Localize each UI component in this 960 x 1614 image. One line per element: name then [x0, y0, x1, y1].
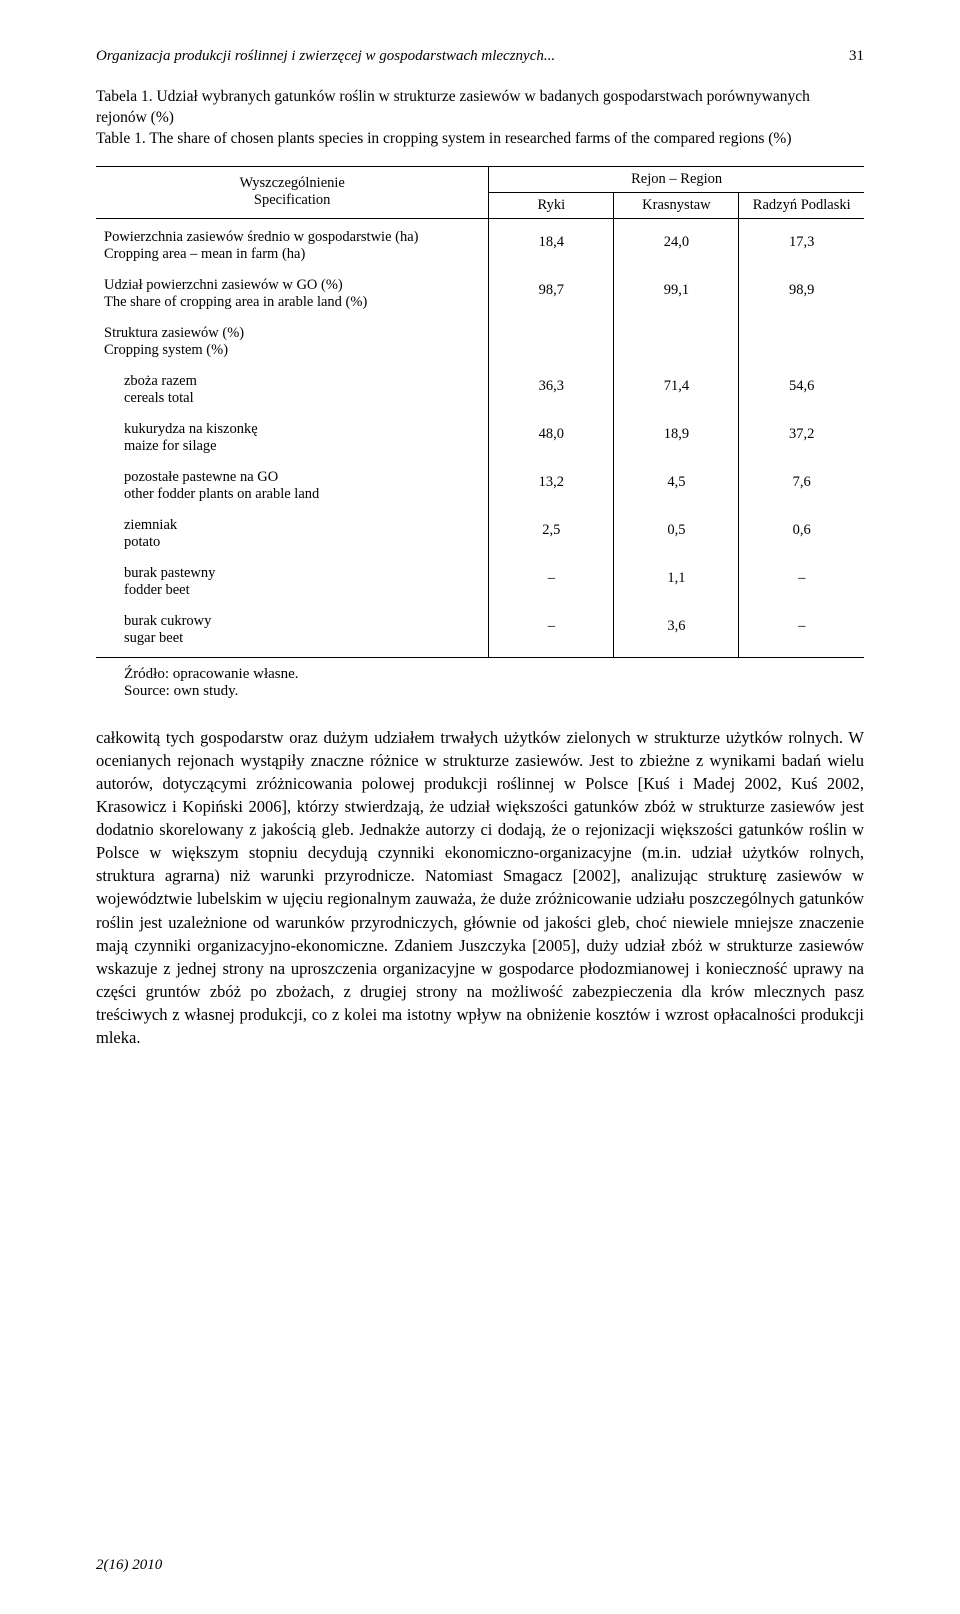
row-label: ziemniakpotato — [96, 507, 489, 555]
row-label-pl: Udział powierzchni zasiewów w GO (%) — [104, 277, 343, 293]
row-value: 54,6 — [739, 363, 864, 411]
region-header-2: Radzyń Podlaski — [739, 192, 864, 218]
caption-pl-label: Tabela 1. — [96, 88, 153, 105]
body-paragraph: całkowitą tych gospodarstw oraz dużym ud… — [96, 726, 864, 1049]
table-row: Struktura zasiewów (%)Cropping system (%… — [96, 315, 864, 363]
table-source: Źródło: opracowanie własne. Source: own … — [96, 666, 864, 700]
table-row: pozostałe pastewne na GOother fodder pla… — [96, 459, 864, 507]
caption-pl: Tabela 1. Udział wybranych gatunków rośl… — [96, 87, 864, 129]
row-value: 3,6 — [614, 603, 739, 658]
row-label-en: Cropping area – mean in farm (ha) — [104, 246, 305, 262]
caption-en: Table 1. The share of chosen plants spec… — [96, 129, 864, 150]
caption-pl-text: Udział wybranych gatunków roślin w struk… — [96, 88, 810, 126]
spec-header-pl: Wyszczególnienie — [239, 175, 344, 191]
row-value — [739, 315, 864, 363]
row-label-pl: pozostałe pastewne na GO — [124, 469, 278, 485]
row-value: 98,9 — [739, 267, 864, 315]
row-label-pl: burak cukrowy — [124, 613, 211, 629]
row-label: pozostałe pastewne na GOother fodder pla… — [96, 459, 489, 507]
row-value: 37,2 — [739, 411, 864, 459]
row-value — [489, 315, 614, 363]
spec-header-en: Specification — [254, 192, 331, 208]
row-label: zboża razemcereals total — [96, 363, 489, 411]
running-head-title: Organizacja produkcji roślinnej i zwierz… — [96, 48, 555, 65]
row-label: burak cukrowysugar beet — [96, 603, 489, 658]
row-label-en: other fodder plants on arable land — [124, 486, 319, 502]
row-label-en: cereals total — [124, 390, 194, 406]
row-label-en: maize for silage — [124, 438, 217, 454]
row-value: 0,5 — [614, 507, 739, 555]
row-value: 18,4 — [489, 218, 614, 267]
table-body: Powierzchnia zasiewów średnio w gospodar… — [96, 218, 864, 657]
row-value: 71,4 — [614, 363, 739, 411]
region-header-0: Ryki — [489, 192, 614, 218]
region-group-header: Rejon – Region — [489, 166, 864, 192]
table-row: Udział powierzchni zasiewów w GO (%)The … — [96, 267, 864, 315]
row-label-en: potato — [124, 534, 160, 550]
row-label: Udział powierzchni zasiewów w GO (%)The … — [96, 267, 489, 315]
table-caption: Tabela 1. Udział wybranych gatunków rośl… — [96, 87, 864, 150]
table-source-en: Source: own study. — [124, 683, 238, 699]
row-value: 4,5 — [614, 459, 739, 507]
row-value: 99,1 — [614, 267, 739, 315]
row-value: 18,9 — [614, 411, 739, 459]
row-value — [614, 315, 739, 363]
row-value: 36,3 — [489, 363, 614, 411]
table-row: burak cukrowysugar beet–3,6– — [96, 603, 864, 658]
row-value: 0,6 — [739, 507, 864, 555]
row-value: – — [739, 603, 864, 658]
table-row: ziemniakpotato2,50,50,6 — [96, 507, 864, 555]
row-label-pl: zboża razem — [124, 373, 197, 389]
page-footer: 2(16) 2010 — [96, 1557, 162, 1574]
row-value: – — [489, 555, 614, 603]
row-value: 24,0 — [614, 218, 739, 267]
table-row: kukurydza na kiszonkęmaize for silage48,… — [96, 411, 864, 459]
row-label-pl: Struktura zasiewów (%) — [104, 325, 244, 341]
row-value: 98,7 — [489, 267, 614, 315]
table-row: burak pastewnyfodder beet–1,1– — [96, 555, 864, 603]
table-head: Wyszczególnienie Specification Rejon – R… — [96, 166, 864, 218]
col-spec-header: Wyszczególnienie Specification — [96, 166, 489, 218]
row-label: kukurydza na kiszonkęmaize for silage — [96, 411, 489, 459]
row-label: Struktura zasiewów (%)Cropping system (%… — [96, 315, 489, 363]
row-label-pl: ziemniak — [124, 517, 177, 533]
row-label-pl: Powierzchnia zasiewów średnio w gospodar… — [104, 229, 418, 245]
row-value: 7,6 — [739, 459, 864, 507]
row-label: Powierzchnia zasiewów średnio w gospodar… — [96, 218, 489, 267]
row-label-pl: burak pastewny — [124, 565, 215, 581]
row-label: burak pastewnyfodder beet — [96, 555, 489, 603]
row-label-en: The share of cropping area in arable lan… — [104, 294, 367, 310]
row-value: 1,1 — [614, 555, 739, 603]
table-row: zboża razemcereals total36,371,454,6 — [96, 363, 864, 411]
region-header-1: Krasnystaw — [614, 192, 739, 218]
row-label-en: fodder beet — [124, 582, 190, 598]
running-head: Organizacja produkcji roślinnej i zwierz… — [96, 48, 864, 65]
row-value: 2,5 — [489, 507, 614, 555]
row-value: – — [489, 603, 614, 658]
row-value: 48,0 — [489, 411, 614, 459]
row-value: – — [739, 555, 864, 603]
running-head-page: 31 — [849, 48, 864, 65]
table-row: Powierzchnia zasiewów średnio w gospodar… — [96, 218, 864, 267]
data-table: Wyszczególnienie Specification Rejon – R… — [96, 166, 864, 658]
row-label-en: Cropping system (%) — [104, 342, 228, 358]
caption-en-text: The share of chosen plants species in cr… — [149, 130, 791, 147]
row-value: 13,2 — [489, 459, 614, 507]
table-source-pl: Źródło: opracowanie własne. — [124, 666, 299, 682]
row-value: 17,3 — [739, 218, 864, 267]
row-label-en: sugar beet — [124, 630, 183, 646]
page: Organizacja produkcji roślinnej i zwierz… — [0, 0, 960, 1614]
caption-en-label: Table 1. — [96, 130, 146, 147]
row-label-pl: kukurydza na kiszonkę — [124, 421, 258, 437]
